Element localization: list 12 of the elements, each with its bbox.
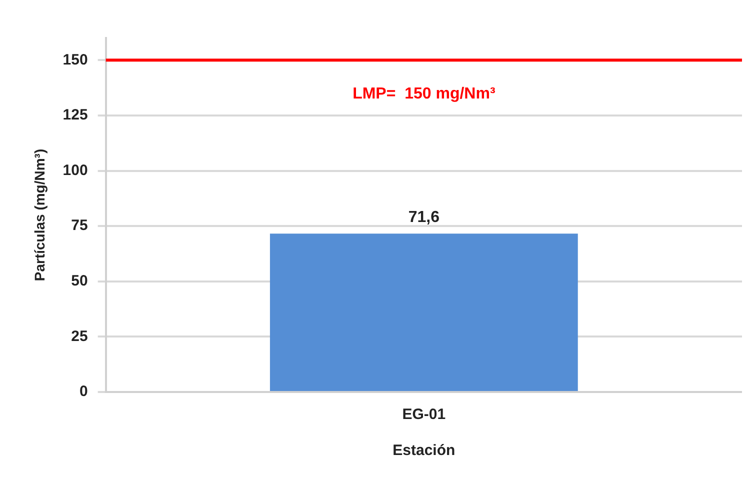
data-label: 71,6 (408, 208, 440, 226)
y-axis-title: Partículas (mg/Nm³) (31, 148, 48, 282)
y-tick-label: 25 (71, 328, 88, 345)
x-axis-title: Estación (392, 442, 456, 460)
ref-line-label: LMP= 150 mg/Nm³ (352, 86, 496, 103)
x-tick-label: EG-01 (402, 406, 446, 424)
y-tick-label: 125 (62, 106, 88, 124)
y-tick-label: 150 (62, 51, 88, 68)
y-tick-label: 0 (79, 383, 88, 400)
y-tick-label: 50 (71, 272, 88, 290)
y-tick-label: 75 (71, 217, 88, 234)
y-tick-label: 100 (62, 162, 88, 179)
